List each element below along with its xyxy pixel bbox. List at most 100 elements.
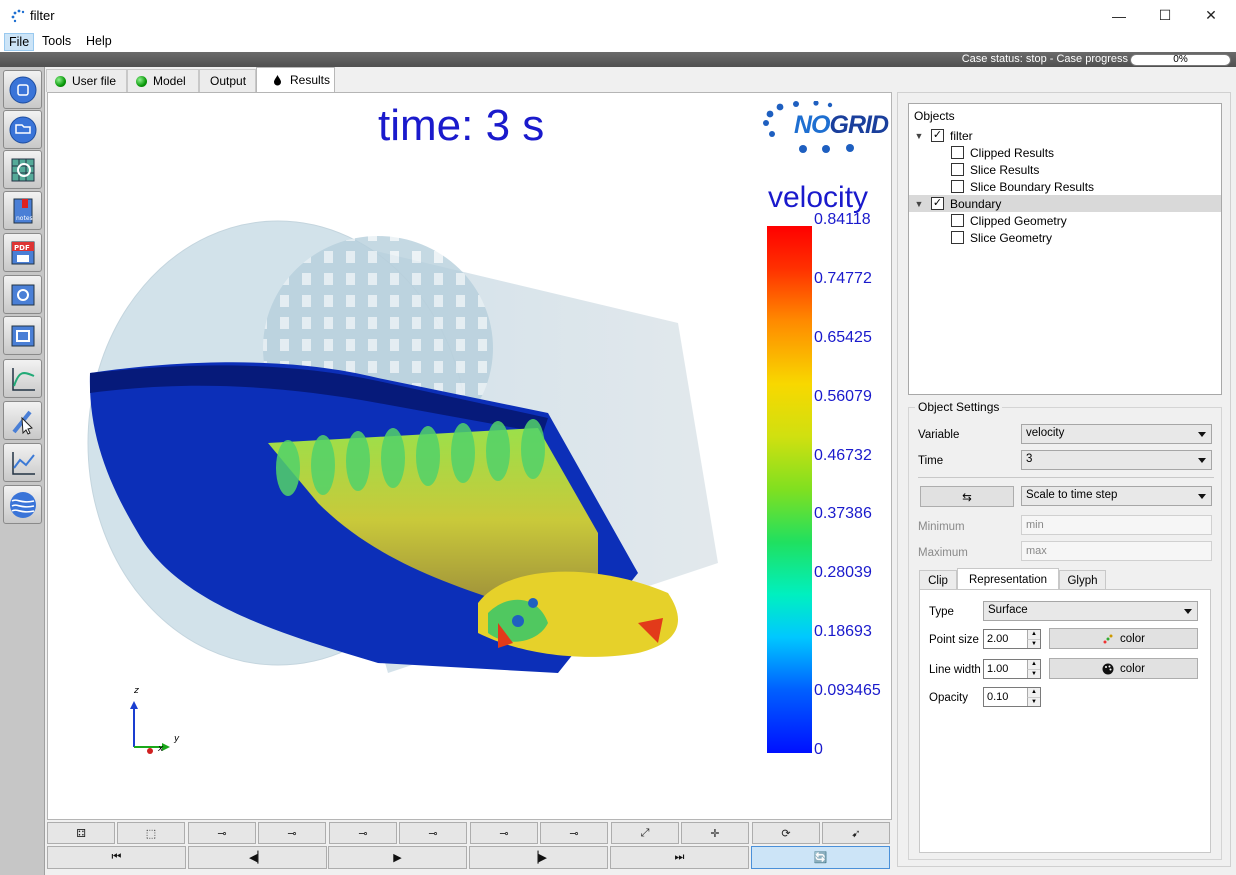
tree-item-slice-boundary-results[interactable]: Slice Boundary Results <box>909 178 1221 195</box>
maximize-button[interactable]: ☐ <box>1158 7 1172 23</box>
slice-geometry-checkbox[interactable] <box>951 231 964 244</box>
tree-item-filter[interactable]: ▼ ✓ filter <box>909 127 1221 144</box>
open-case-button[interactable] <box>3 110 42 149</box>
notes-button[interactable]: notes <box>3 191 42 230</box>
spin-up-icon[interactable]: ▲ <box>1027 630 1040 639</box>
time-plot-icon <box>11 451 35 475</box>
view-minus-x-button[interactable]: ⊸ <box>258 822 326 844</box>
export-pdf-button[interactable]: PDF <box>3 233 42 272</box>
divider <box>918 477 1214 478</box>
tree-item-boundary[interactable]: ▼ ✓ Boundary <box>909 195 1221 212</box>
minimize-button[interactable]: — <box>1112 7 1126 24</box>
spin-down-icon[interactable]: ▼ <box>1027 669 1040 678</box>
view-toolbar: ⚃ ⬚ ⊸ ⊸ ⊸ ⊸ ⊸ ⊸ ⤢ ✛ ⟳ ➹ <box>47 822 892 846</box>
expand-chevron-icon[interactable]: ▼ <box>914 130 924 141</box>
menu-help[interactable]: Help <box>86 34 112 48</box>
time-select[interactable]: 3 <box>1021 450 1212 470</box>
swap-range-button[interactable]: ⇆ <box>920 486 1014 507</box>
legend-tick: 0.56079 <box>814 388 872 405</box>
swap-arrows-icon: ⇆ <box>962 491 972 504</box>
center-view-button[interactable]: ✛ <box>681 822 749 844</box>
variable-select[interactable]: velocity <box>1021 424 1212 444</box>
first-step-button[interactable]: ⏮ <box>47 846 186 869</box>
loop-icon: 🔄 <box>813 852 828 864</box>
zoom-box-button[interactable]: ⬚ <box>117 822 185 844</box>
slice-results-checkbox[interactable] <box>951 163 964 176</box>
variable-label: Variable <box>918 429 960 441</box>
probe-button[interactable] <box>3 401 42 440</box>
menu-file[interactable]: File <box>4 33 35 51</box>
isometric-view-button[interactable]: ⤢ <box>611 822 679 844</box>
loop-button[interactable]: 🔄 <box>751 846 890 869</box>
tree-item-clipped-results[interactable]: Clipped Results <box>909 144 1221 161</box>
time-select-label: Time <box>918 455 944 467</box>
tree-item-clipped-geometry[interactable]: Clipped Geometry <box>909 212 1221 229</box>
tree-item-slice-results[interactable]: Slice Results <box>909 161 1221 178</box>
axis-x-label: x <box>157 744 164 754</box>
pick-point-button[interactable]: ➹ <box>822 822 890 844</box>
tab-model[interactable]: Model <box>127 69 199 92</box>
spin-up-icon[interactable]: ▲ <box>1027 660 1040 669</box>
dropdown-arrow-icon <box>1198 432 1206 437</box>
new-case-button[interactable] <box>3 70 42 109</box>
time-plot-button[interactable] <box>3 443 42 482</box>
representation-type-select[interactable]: Surface <box>983 601 1198 621</box>
scale-mode-select[interactable]: Scale to time step <box>1021 486 1212 506</box>
subtab-clip[interactable]: Clip <box>919 570 957 590</box>
minimum-input[interactable]: min <box>1021 515 1212 535</box>
tab-output[interactable]: Output <box>199 69 256 92</box>
line-color-button[interactable]: color <box>1049 658 1198 679</box>
close-button[interactable]: ✕ <box>1205 7 1217 23</box>
reset-view-button[interactable]: ⚃ <box>47 822 115 844</box>
screenshot-series-button[interactable] <box>3 316 42 355</box>
view-plus-z-button[interactable]: ⊸ <box>470 822 538 844</box>
expand-chevron-icon[interactable]: ▼ <box>914 198 924 209</box>
tab-user-file[interactable]: User file <box>46 69 127 92</box>
view-plus-y-button[interactable]: ⊸ <box>329 822 397 844</box>
tab-results[interactable]: Results <box>256 67 335 92</box>
view-minus-z-button[interactable]: ⊸ <box>540 822 608 844</box>
logo-text: NOGRID <box>794 111 889 140</box>
screenshot-button[interactable] <box>3 275 42 314</box>
object-settings: Object Settings Variable velocity Time 3… <box>908 400 1222 860</box>
boundary-checkbox[interactable]: ✓ <box>931 197 944 210</box>
flow-button[interactable] <box>3 485 42 524</box>
last-step-button[interactable]: ⏭ <box>610 846 749 869</box>
legend-tick: 0.093465 <box>814 682 881 699</box>
view-plus-x-button[interactable]: ⊸ <box>188 822 256 844</box>
objects-tree: Objects ▼ ✓ filter Clipped Results Slice… <box>908 103 1222 395</box>
point-size-spinbox[interactable]: 2.00 ▲ ▼ <box>983 629 1041 649</box>
isometric-icon: ⤢ <box>640 826 650 839</box>
opacity-spinbox[interactable]: 0.10 ▲ ▼ <box>983 687 1041 707</box>
slice-boundary-results-checkbox[interactable] <box>951 180 964 193</box>
results-viewport[interactable]: time: 3 s NOGRID <box>47 92 892 820</box>
view-minus-y-button[interactable]: ⊸ <box>399 822 467 844</box>
filter-checkbox[interactable]: ✓ <box>931 129 944 142</box>
clipped-geometry-checkbox[interactable] <box>951 214 964 227</box>
tree-item-label: Boundary <box>950 196 1002 211</box>
subtab-representation[interactable]: Representation <box>957 568 1059 590</box>
subtab-glyph[interactable]: Glyph <box>1059 570 1106 590</box>
filter-3d-render <box>87 220 718 673</box>
previous-step-button[interactable]: ◀▏ <box>188 846 327 869</box>
clipped-results-checkbox[interactable] <box>951 146 964 159</box>
center-icon: ✛ <box>710 827 720 840</box>
point-color-button[interactable]: color <box>1049 628 1198 649</box>
tree-item-slice-geometry[interactable]: Slice Geometry <box>909 229 1221 246</box>
spin-down-icon[interactable]: ▼ <box>1027 639 1040 648</box>
play-button[interactable]: ▶ <box>328 846 467 869</box>
line-width-spinbox[interactable]: 1.00 ▲ ▼ <box>983 659 1041 679</box>
next-step-button[interactable]: ▕▶ <box>469 846 608 869</box>
skip-last-icon: ⏭ <box>674 851 685 863</box>
plot-button[interactable] <box>3 359 42 398</box>
menu-tools[interactable]: Tools <box>42 34 72 48</box>
maximum-input[interactable]: max <box>1021 541 1212 561</box>
pdf-icon: PDF <box>11 241 34 264</box>
maximum-placeholder: max <box>1026 545 1047 557</box>
spin-down-icon[interactable]: ▼ <box>1027 697 1040 706</box>
drop-icon <box>274 74 281 85</box>
rotate-view-button[interactable]: ⟳ <box>752 822 820 844</box>
mesh-view-button[interactable] <box>3 150 42 189</box>
spin-up-icon[interactable]: ▲ <box>1027 688 1040 697</box>
case-progress-label: 0% <box>1173 54 1188 65</box>
